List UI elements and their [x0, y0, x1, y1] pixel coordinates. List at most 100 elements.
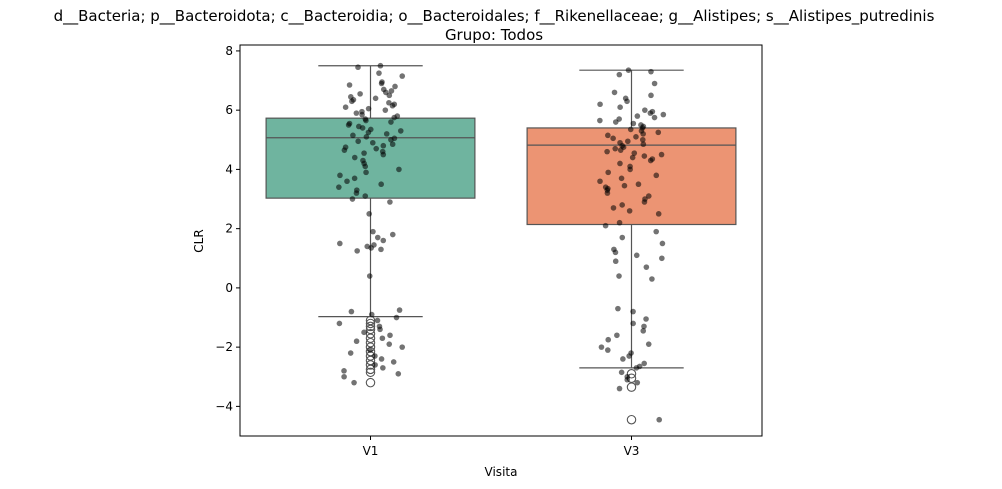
data-point [349, 196, 356, 202]
data-point [372, 95, 379, 102]
data-point [342, 104, 349, 111]
data-point [336, 320, 343, 327]
data-point [649, 276, 655, 282]
data-point [366, 273, 373, 279]
data-point [374, 317, 381, 324]
data-point [651, 114, 658, 121]
data-point [633, 134, 639, 140]
data-point [604, 148, 610, 155]
data-point [619, 202, 625, 208]
data-point [605, 132, 611, 139]
data-point [616, 71, 623, 78]
outlier-marker [365, 367, 376, 378]
data-point [344, 178, 350, 185]
data-point [365, 105, 372, 112]
data-point [363, 134, 370, 140]
data-point [633, 365, 640, 371]
data-point [611, 89, 618, 96]
y-tick-label: −2 [215, 340, 233, 354]
data-point [386, 341, 393, 347]
data-point [634, 113, 641, 119]
data-point [597, 117, 603, 124]
data-point [598, 344, 605, 350]
data-point [621, 182, 628, 189]
data-point [659, 255, 665, 262]
data-point [648, 68, 654, 75]
data-point [348, 308, 355, 315]
data-point [624, 376, 631, 383]
x-axis-label: Visita [485, 465, 518, 479]
data-point [368, 245, 374, 251]
y-tick-label: −4 [215, 399, 233, 413]
data-point [624, 98, 630, 105]
data-point [642, 107, 648, 113]
data-point [610, 135, 616, 142]
data-point [612, 145, 619, 152]
data-point [380, 142, 387, 149]
data-point [396, 307, 403, 313]
data-point [337, 172, 343, 179]
data-point [399, 344, 406, 350]
data-point [361, 329, 367, 336]
data-point [388, 136, 394, 143]
data-point [641, 153, 648, 159]
data-point [357, 91, 363, 97]
data-point [655, 129, 662, 136]
data-point [627, 126, 634, 133]
data-point [643, 264, 650, 270]
data-point [647, 157, 654, 164]
data-point [341, 368, 347, 374]
outlier-marker [365, 318, 376, 329]
data-point [359, 111, 365, 118]
data-point [379, 335, 386, 342]
data-point [345, 122, 352, 128]
y-tick-label: 4 [225, 162, 233, 176]
data-point [653, 228, 660, 235]
data-point [390, 359, 397, 365]
data-point [618, 175, 625, 182]
x-tick-label: V3 [624, 444, 640, 458]
data-point [648, 92, 654, 99]
data-point [597, 178, 603, 185]
plot-area [265, 62, 737, 425]
data-point [353, 110, 360, 116]
data-point [355, 138, 362, 145]
x-axis: V1 V3 [363, 436, 640, 458]
data-point [612, 119, 619, 125]
data-point [341, 147, 348, 153]
data-point [380, 237, 387, 244]
outlier-marker [626, 382, 637, 392]
data-point [616, 219, 623, 226]
data-point [337, 240, 343, 247]
data-point [640, 141, 647, 148]
data-point [619, 234, 626, 241]
outlier-marker [626, 369, 637, 379]
data-point [617, 160, 623, 167]
data-point [359, 125, 366, 131]
data-point [641, 199, 648, 205]
data-point [653, 172, 660, 179]
data-point [629, 154, 636, 161]
data-point [641, 360, 648, 367]
outlier-marker [626, 414, 637, 425]
data-point [368, 311, 375, 318]
data-point [351, 154, 358, 161]
plot-frame [239, 44, 763, 437]
data-point [626, 208, 633, 214]
chart-title: d__Bacteria; p__Bacteroidota; c__Bactero… [54, 7, 935, 26]
data-point [376, 70, 382, 76]
data-point [377, 326, 383, 333]
data-point [616, 385, 623, 392]
data-point [362, 163, 369, 170]
data-point [386, 92, 393, 99]
data-point [635, 181, 642, 188]
data-point [365, 129, 372, 136]
outlier-marker [365, 364, 376, 375]
data-point [380, 151, 387, 158]
data-point [605, 336, 612, 343]
data-point [605, 347, 611, 353]
data-point [659, 240, 666, 247]
data-point [656, 416, 663, 423]
data-point [630, 308, 636, 315]
data-point [351, 379, 357, 386]
